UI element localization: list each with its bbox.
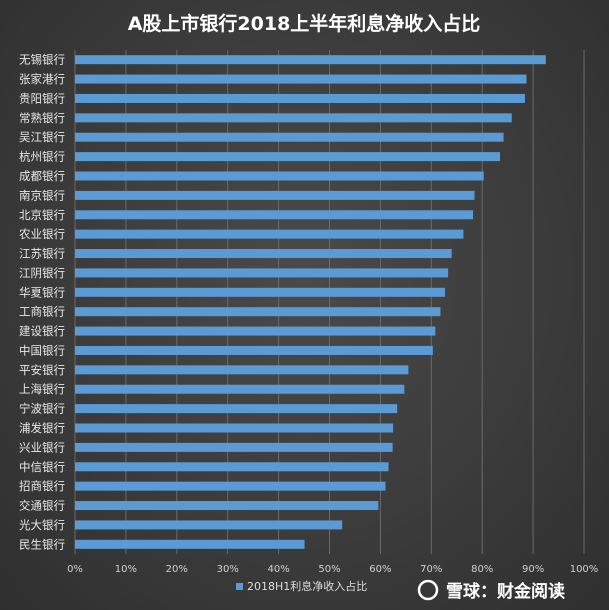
bar <box>75 501 379 511</box>
bar <box>75 132 504 142</box>
x-tick-label: 30% <box>217 564 239 575</box>
bar <box>75 539 305 549</box>
category-label: 民生银行 <box>19 537 65 551</box>
category-label: 江苏银行 <box>19 247 65 261</box>
bar <box>75 113 512 123</box>
legend-label: 2018H1利息净收入占比 <box>247 579 367 593</box>
bar <box>75 55 546 65</box>
x-tick-labels: 0% 10% 20% 30% 40% 50% 60% 70% 80% 90% 100% <box>67 564 598 575</box>
category-label: 华夏银行 <box>19 285 65 299</box>
category-label: 平安银行 <box>19 363 65 377</box>
category-label: 中信银行 <box>19 460 65 474</box>
category-label: 招商银行 <box>19 479 65 493</box>
bar <box>75 442 393 452</box>
category-label: 常熟银行 <box>19 111 65 125</box>
gridlines <box>74 50 585 554</box>
category-label: 上海银行 <box>19 382 65 396</box>
x-tick-label: 40% <box>267 564 289 575</box>
category-label: 宁波银行 <box>19 402 65 416</box>
category-label: 吴江银行 <box>19 130 65 144</box>
category-label: 成都银行 <box>19 169 65 183</box>
bar <box>75 481 386 491</box>
bars <box>75 55 546 549</box>
x-tick-label: 90% <box>522 564 544 575</box>
x-tick-label: 10% <box>115 564 137 575</box>
bar <box>75 307 441 317</box>
x-tick-label: 50% <box>318 564 340 575</box>
category-label: 中国银行 <box>19 343 65 357</box>
category-label: 浦发银行 <box>19 421 65 435</box>
x-tick-label: 100% <box>570 564 599 575</box>
category-label: 北京银行 <box>19 208 65 222</box>
bar <box>75 326 436 336</box>
bar <box>75 210 474 220</box>
bar <box>75 462 389 472</box>
category-label: 交通银行 <box>19 499 65 513</box>
snowball-logo-icon <box>417 579 439 601</box>
legend-swatch <box>236 583 243 590</box>
legend: 2018H1利息净收入占比 <box>236 579 367 593</box>
x-tick-label: 70% <box>420 564 442 575</box>
bar <box>75 423 394 433</box>
category-label: 杭州银行 <box>19 150 65 164</box>
bar <box>75 345 433 355</box>
bar <box>75 384 405 394</box>
x-tick-label: 80% <box>471 564 493 575</box>
category-label: 光大银行 <box>19 518 65 532</box>
bar <box>75 404 398 414</box>
bar <box>75 93 525 103</box>
category-label: 工商银行 <box>19 305 65 319</box>
bar <box>75 74 527 84</box>
category-label: 建设银行 <box>19 324 65 338</box>
bar <box>75 190 475 200</box>
category-label: 南京银行 <box>19 188 65 202</box>
category-labels: 无锡银行张家港行贵阳银行常熟银行吴江银行杭州银行成都银行南京银行北京银行农业银行… <box>19 53 65 552</box>
chart-title: A股上市银行2018上半年利息净收入占比 <box>128 12 481 35</box>
x-tick-label: 60% <box>369 564 391 575</box>
bar <box>75 520 343 530</box>
bar <box>75 152 501 162</box>
bar <box>75 365 409 375</box>
bar <box>75 287 446 297</box>
category-label: 兴业银行 <box>19 440 65 454</box>
x-tick-label: 0% <box>67 564 83 575</box>
watermark: 雪球：财金阅读 <box>417 579 565 602</box>
category-label: 无锡银行 <box>19 53 65 67</box>
category-label: 贵阳银行 <box>19 91 65 105</box>
category-label: 江阴银行 <box>19 266 65 280</box>
watermark-text: 雪球：财金阅读 <box>446 581 565 602</box>
category-label: 张家港行 <box>19 72 65 86</box>
bar <box>75 249 452 259</box>
category-label: 农业银行 <box>19 227 65 241</box>
bar <box>75 229 464 239</box>
bar <box>75 171 484 181</box>
x-tick-label: 20% <box>166 564 188 575</box>
bar <box>75 268 449 278</box>
